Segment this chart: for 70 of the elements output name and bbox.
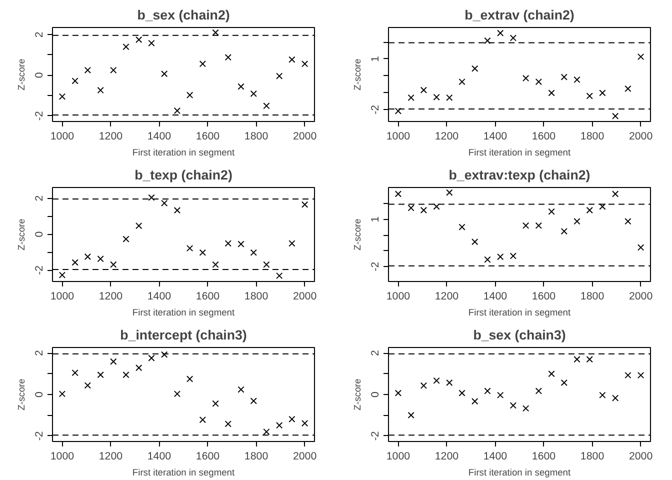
y-tick-label: 2	[370, 350, 382, 356]
x-tick-label: 2000	[292, 130, 317, 142]
x-tick-label: 1800	[244, 290, 268, 302]
y-tick-label: -2	[370, 104, 382, 114]
y-axis-title: Z-score	[352, 218, 362, 250]
x-axis-title: First iteration in segment	[132, 468, 235, 478]
y-axis-title: Z-score	[16, 378, 26, 410]
x-tick-label: 1200	[98, 290, 123, 302]
chart-title: b_extrav (chain2)	[464, 8, 574, 22]
x-tick-label: 1600	[532, 450, 556, 462]
x-tick-label: 1400	[147, 290, 172, 302]
x-tick-label: 1600	[532, 130, 556, 142]
y-tick-label: 0	[34, 391, 46, 398]
y-tick-label: 1	[370, 216, 382, 222]
x-tick-label: 1200	[434, 450, 459, 462]
x-tick-label: 1000	[50, 290, 74, 302]
y-tick-label: -2	[34, 111, 46, 121]
x-tick-label: 1000	[50, 130, 74, 142]
y-axis-title: Z-score	[16, 58, 26, 90]
x-tick-label: 1600	[196, 450, 220, 462]
x-axis-title: First iteration in segment	[468, 308, 571, 318]
y-tick-label: -2	[34, 431, 46, 441]
y-tick-label: 0	[34, 231, 46, 238]
x-tick-label: 1800	[580, 450, 604, 462]
y-tick-label: -2	[34, 265, 46, 275]
x-tick-label: 1000	[386, 130, 410, 142]
x-tick-label: 2000	[628, 450, 653, 462]
chart-title: b_sex (chain2)	[137, 8, 230, 22]
x-tick-label: 1400	[483, 130, 508, 142]
x-tick-label: 2000	[292, 290, 317, 302]
x-tick-label: 1000	[386, 290, 410, 302]
x-tick-label: 1800	[244, 130, 268, 142]
chart-title: b_extrav:texp (chain2)	[448, 168, 590, 182]
y-tick-label: 0	[34, 72, 46, 78]
x-tick-label: 1800	[580, 290, 604, 302]
x-tick-label: 1400	[483, 290, 508, 302]
y-axis-title: Z-score	[352, 58, 362, 90]
x-tick-label: 1000	[386, 450, 410, 462]
x-axis-title: First iteration in segment	[132, 148, 235, 158]
x-tick-label: 1000	[50, 450, 74, 462]
x-tick-label: 1600	[532, 290, 556, 302]
y-tick-label: 1	[370, 56, 382, 62]
y-tick-label: -2	[370, 262, 382, 272]
y-tick-label: 2	[34, 195, 46, 202]
x-tick-label: 1400	[147, 450, 172, 462]
x-axis-title: First iteration in segment	[468, 468, 571, 478]
x-tick-label: 1200	[98, 450, 123, 462]
x-tick-label: 1400	[483, 450, 508, 462]
x-axis-title: First iteration in segment	[132, 308, 235, 318]
x-tick-label: 1600	[196, 130, 220, 142]
y-tick-label: -2	[370, 431, 382, 441]
y-tick-label: 0	[370, 391, 382, 398]
x-tick-label: 1800	[580, 130, 604, 142]
y-axis-title: Z-score	[352, 378, 362, 410]
x-axis-title: First iteration in segment	[468, 148, 571, 158]
x-tick-label: 2000	[628, 130, 653, 142]
x-tick-label: 1600	[196, 290, 220, 302]
y-tick-label: 2	[34, 350, 46, 356]
x-tick-label: 1400	[147, 130, 172, 142]
x-tick-label: 1200	[434, 130, 459, 142]
chart-title: b_intercept (chain3)	[120, 328, 247, 342]
x-tick-label: 2000	[292, 450, 317, 462]
chart-title: b_texp (chain2)	[134, 168, 232, 182]
y-axis-title: Z-score	[16, 218, 26, 250]
x-tick-label: 2000	[628, 290, 653, 302]
x-tick-label: 1800	[244, 450, 268, 462]
y-tick-label: 2	[34, 32, 46, 38]
x-tick-label: 1200	[98, 130, 123, 142]
chart-title: b_sex (chain3)	[473, 328, 566, 342]
x-tick-label: 1200	[434, 290, 459, 302]
